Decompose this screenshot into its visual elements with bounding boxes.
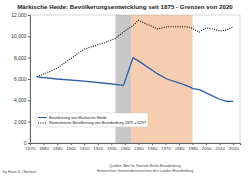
tick: 8,000 (14, 55, 30, 61)
source: Historisches Gemeindeverzeichnis des Lan… (97, 169, 194, 173)
tick-mark (28, 122, 30, 123)
tick-label: 2010 (215, 146, 225, 151)
tick-label: 1960 (148, 146, 158, 151)
tick-label: 1920 (93, 146, 103, 151)
tick-label: 12,000 (11, 12, 27, 18)
tick-label: 1910 (80, 146, 90, 151)
tick: 2010 (215, 143, 225, 151)
tick: 2,000 (14, 119, 30, 125)
tick-label: 2020 (229, 146, 239, 151)
legend-label: Normalisierte Bevölkerung von Brandenbur… (49, 121, 146, 125)
tick: 1960 (148, 143, 158, 151)
plot-frame (30, 15, 240, 143)
tick: 1970 (161, 143, 171, 151)
plot-area (37, 15, 233, 143)
author: by Hans G. Oberlack (3, 170, 37, 174)
tick: 1940 (120, 143, 130, 151)
legend-swatch (38, 117, 47, 118)
tick-label: 1980 (175, 146, 185, 151)
tick-label: 6,000 (14, 76, 27, 82)
tick: 1870 (26, 143, 36, 151)
tick: 1890 (53, 143, 63, 151)
plot: 02,0004,0006,0008,00010,00012,0001870188… (11, 12, 240, 151)
tick: 1990 (188, 143, 198, 151)
tick-label: 1970 (161, 146, 171, 151)
tick-mark (28, 143, 30, 144)
tick: 1910 (80, 143, 90, 151)
tick: 1930 (107, 143, 117, 151)
tick-label: 1950 (134, 146, 144, 151)
tick-label: 1900 (66, 146, 76, 151)
chart: Märkische Heide: Bevölkerungsentwicklung… (0, 0, 250, 177)
tick: 2000 (202, 143, 212, 151)
x-axis: 1870188018901900191019201930194019501960… (26, 143, 241, 151)
legend: Bevölkerung von Märkische HeideNormalisi… (36, 113, 148, 127)
tick: 2020 (229, 143, 239, 151)
tick-label: 1880 (39, 146, 49, 151)
tick-label: 10,000 (11, 33, 27, 39)
tick: 1900 (66, 143, 76, 151)
tick: 1920 (93, 143, 103, 151)
source: Quellen: Amt für Statistik Berlin-Brande… (109, 164, 181, 168)
tick-label: 4,000 (14, 97, 27, 103)
legend-swatch (38, 123, 47, 124)
tick-label: 2000 (202, 146, 212, 151)
tick: 4,000 (14, 97, 30, 103)
tick: 1980 (175, 143, 185, 151)
tick-label: 1890 (53, 146, 63, 151)
legend-label: Bevölkerung von Märkische Heide (49, 116, 107, 120)
series-line (37, 58, 233, 102)
tick: 6,000 (14, 76, 30, 82)
tick-mark (28, 15, 30, 16)
tick-mark (28, 100, 30, 101)
y-axis: 02,0004,0006,0008,00010,00012,000 (11, 12, 30, 146)
title: Märkische Heide: Bevölkerungsentwicklung… (17, 3, 233, 10)
tick-mark (28, 79, 30, 80)
legend-box (36, 113, 148, 127)
tick-label: 1990 (188, 146, 198, 151)
tick: 10,000 (11, 33, 30, 39)
tick-mark (28, 58, 30, 59)
tick-label: 1870 (26, 146, 36, 151)
tick-label: 1940 (120, 146, 130, 151)
tick-mark (28, 36, 30, 37)
series-line (37, 20, 233, 77)
tick-label: 1930 (107, 146, 117, 151)
tick-label: 2,000 (14, 119, 27, 125)
tick-label: 8,000 (14, 55, 27, 61)
tick: 12,000 (11, 12, 30, 18)
tick: 1880 (39, 143, 49, 151)
tick: 1950 (134, 143, 144, 151)
